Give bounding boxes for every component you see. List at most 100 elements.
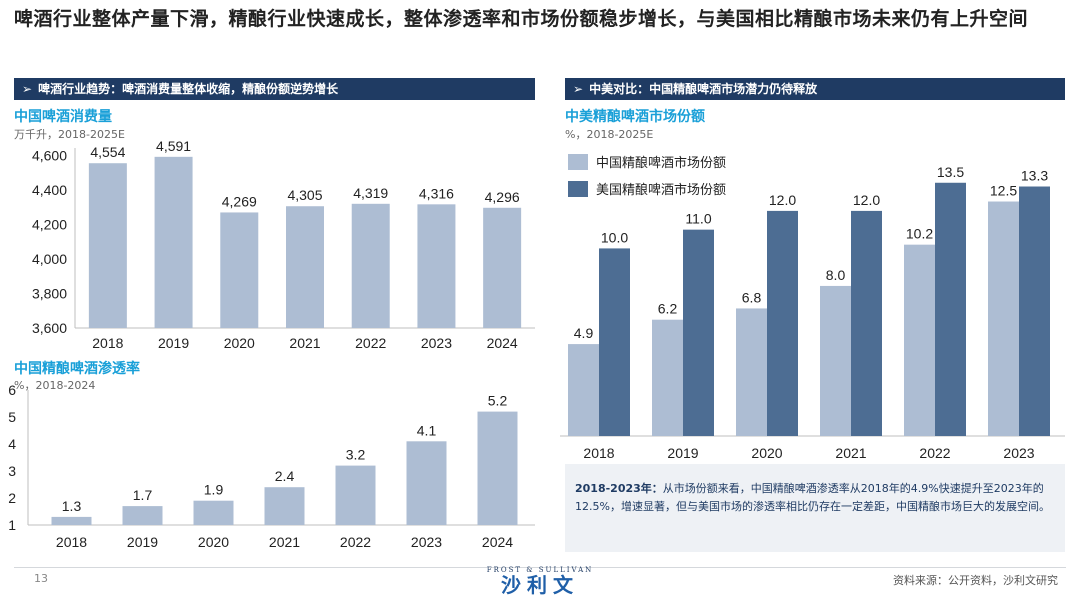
x-tick-label: 2020 — [224, 335, 255, 351]
bar-us-2022 — [935, 182, 966, 436]
data-label: 3.2 — [346, 447, 366, 463]
chart2-subtitle: %，2018-2024 — [14, 379, 96, 392]
x-tick-label: 2018 — [583, 445, 614, 461]
legend-swatch — [568, 154, 588, 170]
y-tick-label: 4 — [8, 436, 16, 452]
bar-2021 — [264, 487, 305, 525]
x-tick-label: 2021 — [835, 445, 866, 461]
data-label: 6.2 — [658, 301, 678, 317]
penetration-bar-chart: 1 2 3 4 5 6 1.3 2018 1.7 2019 1.9 2020 2.4 2021 3.2 202… — [8, 384, 535, 550]
x-tick-label: 2024 — [482, 534, 513, 550]
note-highlight: 2018-2023年： — [575, 482, 663, 495]
data-label: 12.0 — [769, 192, 796, 208]
data-label: 13.5 — [937, 164, 964, 180]
data-label: 1.9 — [204, 482, 224, 498]
x-tick-label: 2022 — [919, 445, 950, 461]
bar-2022 — [351, 203, 390, 328]
x-tick-label: 2020 — [751, 445, 782, 461]
left-section-header: ➢ 啤酒行业趋势：啤酒消费量整体收缩，精酿份额逆势增长 — [14, 78, 535, 100]
y-tick-label: 3,600 — [32, 320, 67, 336]
data-label: 12.0 — [853, 192, 880, 208]
bar-china-2022 — [904, 244, 935, 436]
x-tick-label: 2020 — [198, 534, 229, 550]
chevron-right-icon: ➢ — [22, 82, 33, 96]
legend-label: 美国精酿啤酒市场份额 — [596, 182, 726, 197]
x-tick-label: 2018 — [92, 335, 123, 351]
page-title: 啤酒行业整体产量下滑，精酿行业快速成长，整体渗透率和市场份额稳步增长，与美国相比… — [14, 8, 1029, 30]
bar-china-2020 — [736, 308, 767, 436]
data-label: 4,319 — [353, 185, 388, 201]
bar-2023 — [417, 204, 456, 328]
bar-us-2018 — [599, 248, 630, 436]
x-tick-label: 2022 — [355, 335, 386, 351]
x-tick-label: 2023 — [411, 534, 442, 550]
right-section-header: ➢ 中美对比：中国精酿啤酒市场潜力仍待释放 — [565, 78, 1065, 100]
y-tick-label: 4,600 — [32, 147, 67, 163]
data-label: 4,269 — [222, 193, 257, 209]
x-tick-label: 2019 — [667, 445, 698, 461]
data-label: 1.3 — [62, 498, 82, 514]
data-label: 11.0 — [685, 211, 711, 227]
x-tick-label: 2019 — [127, 534, 158, 550]
data-label: 10.2 — [906, 226, 933, 242]
bar-china-2019 — [652, 319, 683, 436]
chart3-title: 中美精酿啤酒市场份额 — [565, 109, 705, 125]
y-tick-label: 3,800 — [32, 285, 67, 301]
frost-sullivan-logo: FROST & SULLIVAN 沙利文 — [470, 566, 610, 602]
data-label: 1.7 — [133, 487, 153, 503]
note-box: 2018-2023年：从市场份额来看，中国精酿啤酒渗透率从2018年的4.9%快… — [565, 464, 1065, 552]
data-label: 4,305 — [287, 187, 322, 203]
data-label: 4,316 — [419, 185, 454, 201]
chart1-title: 中国啤酒消费量 — [14, 109, 112, 125]
x-tick-label: 2021 — [289, 335, 320, 351]
data-label: 5.2 — [488, 393, 508, 409]
y-tick-label: 3 — [8, 463, 16, 479]
bar-2019 — [122, 506, 163, 525]
data-label: 2.4 — [275, 468, 295, 484]
page-number: 13 — [34, 572, 48, 585]
source-note: 资料来源：公开资料，沙利文研究 — [893, 574, 1058, 587]
y-tick-label: 4,000 — [32, 251, 67, 267]
logo-top-text: FROST & SULLIVAN — [486, 566, 594, 574]
y-tick-label: 5 — [8, 409, 16, 425]
bar-china-2023 — [988, 201, 1019, 436]
legend-swatch — [568, 181, 588, 197]
y-tick-label: 4,400 — [32, 182, 67, 198]
bar-2020 — [193, 500, 234, 525]
y-tick-label: 1 — [8, 517, 16, 533]
y-tick-label: 6 — [8, 384, 16, 398]
chart1-subtitle: 万千升，2018-2025E — [14, 128, 125, 141]
consumption-bar-chart: 3,600 3,800 4,000 4,200 4,400 4,600 4,554 2018 4… — [32, 138, 535, 351]
data-label: 4,554 — [90, 144, 125, 160]
data-label: 4.1 — [417, 422, 437, 438]
legend-label: 中国精酿啤酒市场份额 — [596, 155, 726, 170]
bar-2020 — [220, 212, 259, 328]
bar-2023 — [406, 441, 447, 525]
x-tick-label: 2021 — [269, 534, 300, 550]
right-section-header-text: 中美对比：中国精酿啤酒市场潜力仍待释放 — [589, 82, 818, 96]
data-label: 4,296 — [485, 189, 520, 205]
bar-2021 — [286, 206, 324, 328]
data-label: 4,591 — [156, 138, 191, 154]
data-label: 8.0 — [826, 267, 846, 283]
chevron-right-icon: ➢ — [573, 82, 584, 96]
chart3-subtitle: %，2018-2025E — [565, 128, 654, 141]
chart2-title: 中国精酿啤酒渗透率 — [14, 361, 140, 377]
bar-2019 — [154, 156, 193, 328]
y-tick-label: 2 — [8, 490, 16, 506]
bar-2018 — [51, 516, 92, 525]
footer-divider — [14, 567, 1066, 568]
bar-2018 — [88, 163, 127, 328]
x-tick-label: 2018 — [56, 534, 87, 550]
bar-2024 — [477, 411, 518, 525]
bar-2022 — [335, 465, 376, 525]
bar-us-2023 — [1019, 186, 1050, 436]
bar-china-2021 — [820, 285, 851, 436]
bar-us-2021 — [851, 210, 882, 436]
bar-2024 — [483, 207, 522, 328]
data-label: 6.8 — [742, 289, 762, 305]
data-label: 4.9 — [574, 325, 594, 341]
x-tick-label: 2023 — [421, 335, 452, 351]
y-tick-label: 4,200 — [32, 216, 67, 232]
